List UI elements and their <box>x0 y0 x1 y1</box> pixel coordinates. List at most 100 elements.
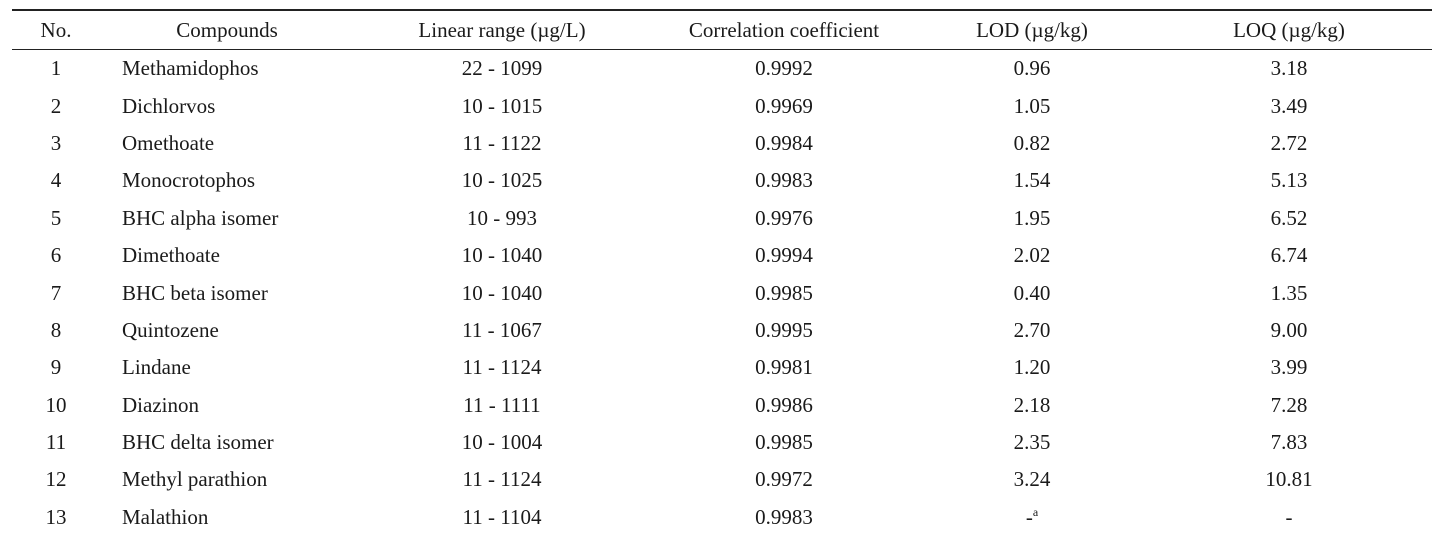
cell-correlation: 0.9983 <box>755 504 813 529</box>
cell-linear-range: 11 - 1122 <box>462 130 542 155</box>
results-table-container: No. Compounds Linear range (µg/L) Correl… <box>12 9 1432 536</box>
cell-loq: 3.99 <box>1270 355 1308 380</box>
table-row: 7 BHC beta isomer 10 - 1040 0.9985 0.40 … <box>12 274 1432 311</box>
table-row: 12 Methyl parathion 11 - 1124 0.9972 3.2… <box>12 461 1432 498</box>
cell-compound: Omethoate <box>122 130 215 155</box>
cell-linear-range: 11 - 1124 <box>462 467 542 492</box>
cell-compound: Dimethoate <box>122 243 220 268</box>
cell-lod: 2.02 <box>1013 243 1051 268</box>
cell-compound: BHC delta isomer <box>122 430 274 455</box>
cell-linear-range: 10 - 1004 <box>461 430 543 455</box>
table-row: 10 Diazinon 11 - 1111 0.9986 2.18 7.28 <box>12 387 1432 424</box>
cell-compound: Methyl parathion <box>122 467 268 492</box>
cell-correlation: 0.9985 <box>755 430 813 455</box>
table-row: 1 Methamidophos 22 - 1099 0.9992 0.96 3.… <box>12 50 1432 88</box>
cell-compound: Dichlorvos <box>122 93 216 118</box>
header-linear-range: Linear range (µg/L) <box>418 17 586 42</box>
cell-correlation: 0.9969 <box>755 93 813 118</box>
cell-correlation: 0.9994 <box>755 243 813 268</box>
cell-compound: Monocrotophos <box>122 168 255 193</box>
cell-lod: 1.20 <box>1013 355 1051 380</box>
cell-no: 9 <box>50 355 62 380</box>
cell-no: 1 <box>50 56 62 81</box>
cell-loq: 7.28 <box>1270 392 1308 417</box>
cell-loq: 1.35 <box>1270 280 1308 305</box>
header-compounds: Compounds <box>176 17 278 42</box>
cell-correlation: 0.9986 <box>755 392 813 417</box>
header-row: No. Compounds Linear range (µg/L) Correl… <box>12 10 1432 50</box>
cell-loq: 2.72 <box>1270 130 1308 155</box>
cell-loq: 10.81 <box>1265 467 1313 492</box>
cell-compound: BHC beta isomer <box>122 280 268 305</box>
cell-no: 12 <box>45 467 67 492</box>
cell-correlation: 0.9983 <box>755 168 813 193</box>
cell-lod: 3.24 <box>1013 467 1051 492</box>
cell-linear-range: 22 - 1099 <box>461 56 543 81</box>
cell-linear-range: 11 - 1104 <box>462 504 542 529</box>
cell-linear-range: 11 - 1067 <box>462 317 542 342</box>
lod-value: - <box>1025 504 1033 529</box>
cell-linear-range: 11 - 1124 <box>462 355 542 380</box>
cell-correlation: 0.9981 <box>755 355 813 380</box>
cell-lod: 0.40 <box>1013 280 1051 305</box>
cell-no: 2 <box>50 93 62 118</box>
table-row: 13 Malathion 11 - 1104 0.9983 -a - <box>12 499 1432 536</box>
cell-correlation: 0.9985 <box>755 280 813 305</box>
cell-no: 3 <box>50 130 62 155</box>
cell-loq: 9.00 <box>1270 317 1308 342</box>
cell-linear-range: 11 - 1111 <box>463 392 541 417</box>
cell-lod: 2.18 <box>1013 392 1051 417</box>
cell-no: 10 <box>45 392 67 417</box>
header-lod: LOD (µg/kg) <box>976 17 1088 42</box>
table-row: 5 BHC alpha isomer 10 - 993 0.9976 1.95 … <box>12 200 1432 237</box>
cell-no: 5 <box>50 205 62 230</box>
table-row: 2 Dichlorvos 10 - 1015 0.9969 1.05 3.49 <box>12 87 1432 124</box>
header-loq: LOQ (µg/kg) <box>1233 17 1345 42</box>
cell-loq: 6.52 <box>1270 205 1308 230</box>
cell-correlation: 0.9976 <box>755 205 813 230</box>
cell-linear-range: 10 - 993 <box>467 205 537 230</box>
cell-compound: Lindane <box>122 355 191 380</box>
cell-linear-range: 10 - 1025 <box>461 168 543 193</box>
header-no: No. <box>40 17 72 42</box>
cell-linear-range: 10 - 1040 <box>461 280 543 305</box>
cell-loq: 3.49 <box>1270 93 1308 118</box>
cell-loq: 5.13 <box>1270 168 1308 193</box>
cell-loq: - <box>1285 504 1293 529</box>
header-correlation-coefficient: Correlation coefficient <box>688 17 880 42</box>
cell-lod: 2.70 <box>1013 317 1051 342</box>
cell-lod: 1.95 <box>1013 205 1051 230</box>
cell-loq: 6.74 <box>1270 243 1308 268</box>
table-row: 11 BHC delta isomer 10 - 1004 0.9985 2.3… <box>12 424 1432 461</box>
table-row: 9 Lindane 11 - 1124 0.9981 1.20 3.99 <box>12 349 1432 386</box>
cell-no: 6 <box>50 243 62 268</box>
cell-correlation: 0.9992 <box>755 56 813 81</box>
cell-correlation: 0.9984 <box>755 130 813 155</box>
cell-correlation: 0.9972 <box>755 467 813 492</box>
table-row: 8 Quintozene 11 - 1067 0.9995 2.70 9.00 <box>12 312 1432 349</box>
footnote-marker: a <box>1032 504 1039 519</box>
cell-lod: 0.82 <box>1013 130 1051 155</box>
table-row: 4 Monocrotophos 10 - 1025 0.9983 1.54 5.… <box>12 162 1432 199</box>
cell-compound: Quintozene <box>122 317 219 342</box>
table-row: 3 Omethoate 11 - 1122 0.9984 0.82 2.72 <box>12 125 1432 162</box>
cell-lod: -a <box>918 499 1146 536</box>
cell-lod: 1.54 <box>1013 168 1051 193</box>
cell-no: 13 <box>45 504 67 529</box>
table-header: No. Compounds Linear range (µg/L) Correl… <box>12 10 1432 50</box>
table-body: 1 Methamidophos 22 - 1099 0.9992 0.96 3.… <box>12 50 1432 536</box>
cell-linear-range: 10 - 1040 <box>461 243 543 268</box>
cell-no: 4 <box>50 168 62 193</box>
cell-lod: 0.96 <box>1013 56 1051 81</box>
cell-lod: 2.35 <box>1013 430 1051 455</box>
cell-compound: Diazinon <box>122 392 199 417</box>
cell-linear-range: 10 - 1015 <box>461 93 543 118</box>
cell-loq: 7.83 <box>1270 430 1308 455</box>
cell-no: 7 <box>50 280 62 305</box>
cell-compound: Malathion <box>122 504 209 529</box>
cell-loq: 3.18 <box>1270 56 1308 81</box>
cell-lod: 1.05 <box>1013 93 1051 118</box>
cell-no: 11 <box>45 430 67 455</box>
cell-no: 8 <box>50 317 62 342</box>
cell-correlation: 0.9995 <box>755 317 813 342</box>
